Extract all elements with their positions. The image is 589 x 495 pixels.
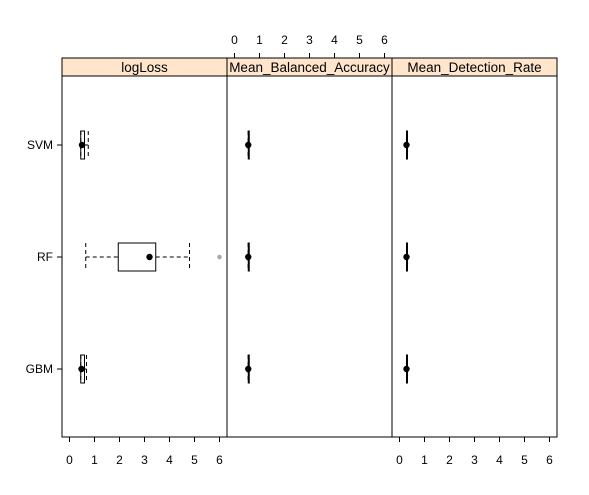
tick-label: 1	[421, 453, 428, 467]
panel-3: Mean_Detection_Rate	[391, 57, 558, 384]
outlier-point	[217, 254, 222, 260]
outer-frame	[61, 57, 558, 438]
tick-label: 2	[116, 453, 123, 467]
tick-label: 0	[396, 453, 403, 467]
tick-label: 0	[66, 453, 73, 467]
tick-label: 4	[331, 33, 338, 47]
median-dot	[146, 253, 153, 261]
median-dot	[403, 253, 410, 261]
bottom-x-axis: 0 1 2 3 4 5 6 0 1 2 3 4 5 6	[66, 437, 553, 467]
median-dot	[78, 365, 85, 373]
tick-label: 6	[546, 453, 553, 467]
box-iqr	[117, 242, 157, 272]
tick-label: 0	[231, 33, 238, 47]
box-rf	[245, 242, 252, 272]
tick-label: 3	[471, 453, 478, 467]
tick-label: 4	[166, 453, 173, 467]
box-gbm	[78, 354, 87, 384]
category-label: GBM	[26, 362, 53, 376]
tick-label: 1	[256, 33, 263, 47]
panel-1: logLoss	[61, 57, 228, 384]
category-label: RF	[37, 250, 53, 264]
median-dot	[403, 365, 410, 373]
panels: logLoss Mean_Balanced_Accuracy Mean_Detect…	[61, 57, 558, 384]
box-rf	[85, 242, 222, 272]
y-axis: SVM RF GBM	[26, 138, 62, 376]
top-x-axis: 0 1 2 3 4 5 6	[231, 33, 388, 58]
median-dot	[245, 253, 252, 261]
tick-label: 1	[91, 453, 98, 467]
box-svm	[403, 130, 410, 160]
median-dot	[245, 365, 252, 373]
tick-label: 5	[356, 33, 363, 47]
box-svm	[245, 130, 252, 160]
median-dot	[245, 141, 252, 149]
tick-label: 3	[306, 33, 313, 47]
panel-title: Mean_Detection_Rate	[407, 60, 541, 75]
plot-frame	[61, 57, 558, 438]
panel-2: Mean_Balanced_Accuracy	[226, 57, 393, 384]
tick-label: 3	[141, 453, 148, 467]
panel-title: logLoss	[121, 60, 168, 75]
tick-label: 5	[191, 453, 198, 467]
category-label: SVM	[27, 138, 53, 152]
median-dot	[403, 141, 410, 149]
panel-title: Mean_Balanced_Accuracy	[229, 60, 390, 75]
tick-label: 2	[281, 33, 288, 47]
box-svm	[78, 130, 89, 160]
tick-label: 4	[496, 453, 503, 467]
box-gbm	[245, 354, 252, 384]
tick-label: 6	[381, 33, 388, 47]
box-rf	[403, 242, 410, 272]
median-dot	[78, 141, 86, 149]
tick-label: 5	[521, 453, 528, 467]
box-gbm	[403, 354, 410, 384]
tick-label: 6	[216, 453, 223, 467]
tick-label: 2	[446, 453, 453, 467]
